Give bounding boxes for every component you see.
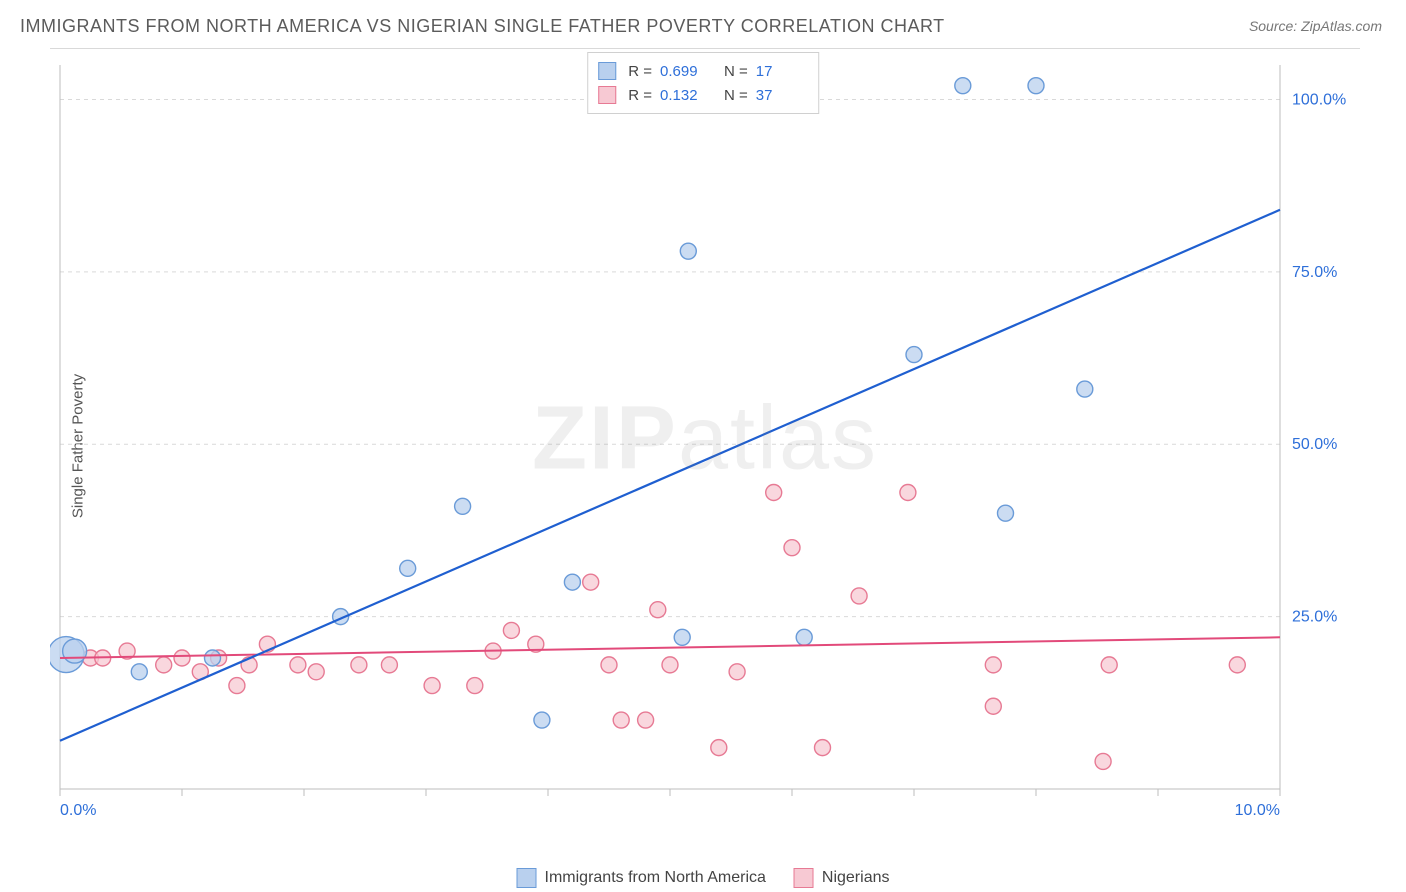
legend-label-1: Immigrants from North America — [545, 869, 766, 887]
svg-text:25.0%: 25.0% — [1292, 609, 1337, 626]
legend-label-2: Nigerians — [822, 869, 890, 887]
svg-text:10.0%: 10.0% — [1235, 802, 1280, 819]
chart-title: IMMIGRANTS FROM NORTH AMERICA VS NIGERIA… — [20, 16, 945, 37]
r-value-2: 0.132 — [660, 87, 712, 104]
n-value-2: 37 — [756, 87, 808, 104]
r-value-1: 0.699 — [660, 63, 712, 80]
svg-text:100.0%: 100.0% — [1292, 91, 1346, 108]
series-legend: Immigrants from North America Nigerians — [517, 868, 890, 888]
svg-text:75.0%: 75.0% — [1292, 264, 1337, 281]
legend-swatch-1 — [598, 62, 616, 80]
source-attribution: Source: ZipAtlas.com — [1249, 18, 1382, 34]
n-label-2: N = — [724, 87, 748, 104]
legend-swatch-bottom-2 — [794, 868, 814, 888]
legend-item-1: Immigrants from North America — [517, 868, 766, 888]
n-value-1: 17 — [756, 63, 808, 80]
legend-swatch-bottom-1 — [517, 868, 537, 888]
scatter-chart: 25.0% 50.0% 75.0% 100.0% 0.0% 10.0% — [50, 49, 1360, 829]
r-label-1: R = — [628, 63, 652, 80]
r-label-2: R = — [628, 87, 652, 104]
n-label-1: N = — [724, 63, 748, 80]
source-value: ZipAtlas.com — [1301, 18, 1382, 34]
plot-area: ZIPatlas 25.0%50.0%75.0%100.0%0.0%10.0% — [50, 48, 1360, 828]
svg-text:0.0%: 0.0% — [60, 802, 96, 819]
legend-swatch-2 — [598, 86, 616, 104]
correlation-legend: R = 0.699 N = 17 R = 0.132 N = 37 — [587, 52, 819, 114]
legend-item-2: Nigerians — [794, 868, 890, 888]
legend-row-series-1: R = 0.699 N = 17 — [598, 59, 808, 83]
legend-row-series-2: R = 0.132 N = 37 — [598, 83, 808, 107]
svg-text:50.0%: 50.0% — [1292, 436, 1337, 453]
source-label: Source: — [1249, 18, 1297, 34]
